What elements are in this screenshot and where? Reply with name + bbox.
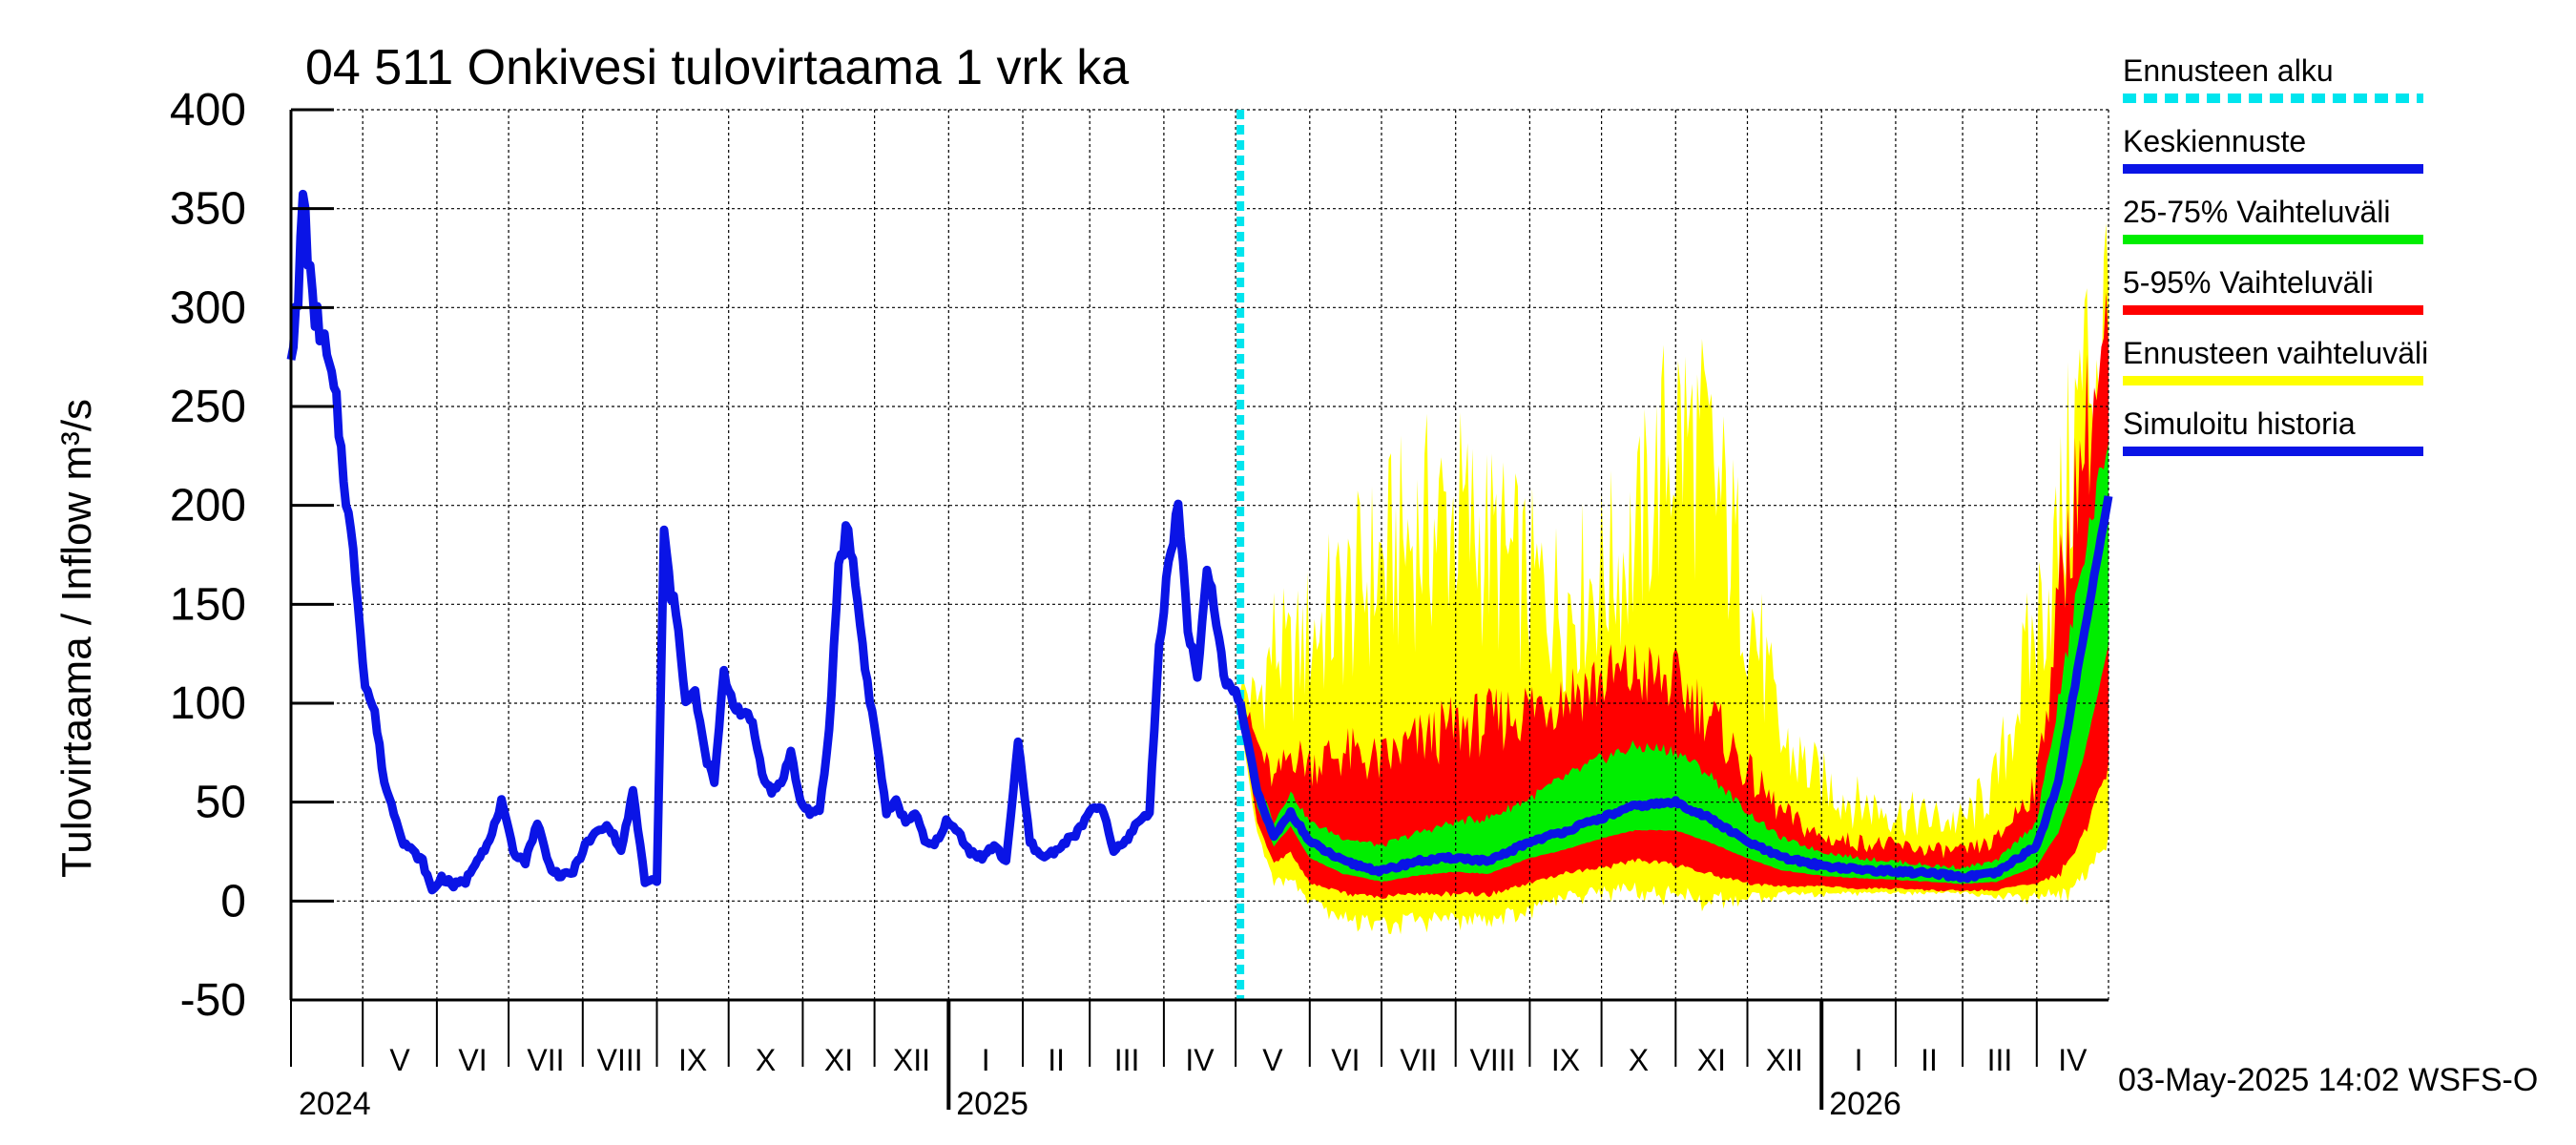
y-axis-label: Tulovirtaama / Inflow m³/s — [53, 399, 100, 878]
legend-label: Ennusteen alku — [2123, 53, 2334, 88]
month-label: XII — [893, 1043, 930, 1077]
month-label: II — [1921, 1043, 1938, 1077]
legend-label: 5-95% Vaihteluväli — [2123, 265, 2374, 300]
y-tick-label: 50 — [196, 778, 246, 828]
month-label: VIII — [1470, 1043, 1516, 1077]
month-label: IV — [2058, 1043, 2088, 1077]
year-label: 2024 — [299, 1086, 371, 1122]
month-label: VII — [1400, 1043, 1437, 1077]
month-label: IX — [1551, 1043, 1580, 1077]
legend-label: Simuloitu historia — [2123, 406, 2356, 441]
y-tick-label: 150 — [170, 579, 246, 630]
month-label: IX — [678, 1043, 707, 1077]
month-label: VIII — [597, 1043, 643, 1077]
y-tick-label: 0 — [220, 876, 246, 926]
y-tick-label: -50 — [180, 975, 246, 1026]
month-label: II — [1048, 1043, 1065, 1077]
month-label: V — [389, 1043, 410, 1077]
month-label: XI — [824, 1043, 853, 1077]
month-label: VII — [527, 1043, 564, 1077]
history-line — [286, 189, 1244, 895]
legend-label: Ennusteen vaihteluväli — [2123, 336, 2428, 370]
y-tick-label: 400 — [170, 85, 246, 135]
timestamp: 03-May-2025 14:02 WSFS-O — [2118, 1062, 2538, 1098]
month-label: XI — [1697, 1043, 1726, 1077]
chart-title: 04 511 Onkivesi tulovirtaama 1 vrk ka — [305, 40, 1129, 95]
band-5-95 — [1240, 291, 2109, 899]
y-tick-label: 350 — [170, 184, 246, 235]
legend-label: Keskiennuste — [2123, 124, 2306, 158]
legend-label: 25-75% Vaihteluväli — [2123, 195, 2390, 229]
month-label: XII — [1766, 1043, 1803, 1077]
month-label: X — [1629, 1043, 1649, 1077]
month-label: X — [756, 1043, 776, 1077]
month-label: IV — [1185, 1043, 1215, 1077]
month-label: VI — [458, 1043, 487, 1077]
band-25-75 — [1240, 443, 2109, 885]
month-label: III — [1987, 1043, 2013, 1077]
year-label: 2025 — [956, 1086, 1028, 1122]
month-label: V — [1262, 1043, 1283, 1077]
y-tick-label: 300 — [170, 282, 246, 333]
y-tick-label: 200 — [170, 481, 246, 531]
year-label: 2026 — [1829, 1086, 1901, 1122]
month-label: I — [1855, 1043, 1863, 1077]
y-tick-label: 100 — [170, 678, 246, 729]
month-label: VI — [1331, 1043, 1360, 1077]
month-label: III — [1114, 1043, 1140, 1077]
y-tick-label: 250 — [170, 382, 246, 432]
month-label: I — [982, 1043, 990, 1077]
median-forecast-line — [1236, 495, 2113, 884]
